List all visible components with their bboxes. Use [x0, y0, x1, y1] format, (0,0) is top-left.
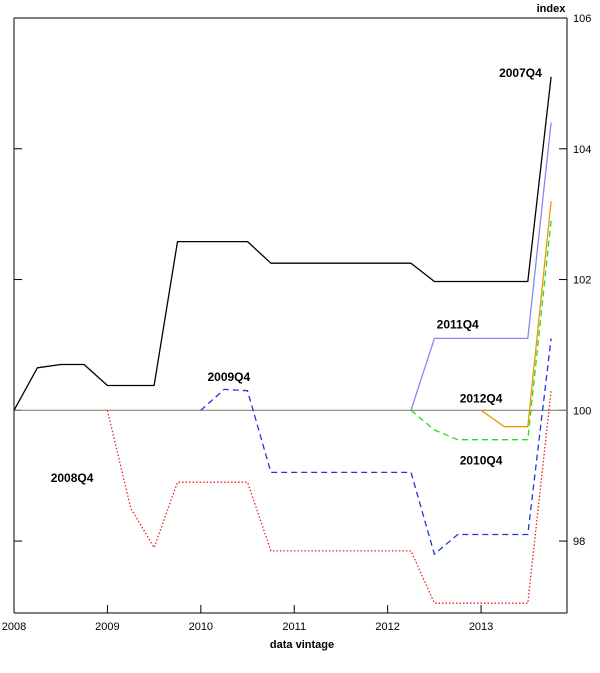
series-label-2008q4: 2008Q4: [51, 471, 94, 485]
x-tick-label: 2008: [2, 621, 26, 633]
y-tick-label: 100: [573, 405, 591, 417]
series-line-2011q4: [410, 122, 552, 411]
y-unit-label: index: [537, 3, 567, 15]
x-tick-label: 2013: [469, 621, 493, 633]
series-labels: 2007Q4 2011Q4 2009Q4 2012Q4 2010Q4 2008Q4: [51, 66, 542, 485]
plot-frame: [13, 17, 568, 614]
x-tick-label: 2012: [375, 621, 399, 633]
y-tick-label: 104: [573, 144, 591, 156]
x-tick-label: 2011: [282, 621, 306, 633]
y-tick-label: 106: [573, 13, 591, 25]
series-group: [13, 76, 552, 604]
y-axis-ticks: 98 100 102 104 106: [14, 13, 591, 548]
y-tick-label: 102: [573, 275, 591, 287]
series-line-2010q4: [410, 220, 552, 441]
x-tick-label: 2010: [189, 621, 213, 633]
series-label-2007q4: 2007Q4: [499, 66, 542, 80]
y-tick-label: 98: [573, 536, 585, 548]
x-axis-title: data vintage: [270, 639, 334, 651]
series-label-2009q4: 2009Q4: [207, 370, 250, 384]
x-tick-label: 2009: [95, 621, 119, 633]
series-label-2011q4: 2011Q4: [437, 318, 479, 332]
series-line-2007q4: [13, 76, 552, 411]
series-line-2009q4: [200, 338, 552, 555]
series-label-2012q4: 2012Q4: [460, 391, 503, 405]
series-label-2010q4: 2010Q4: [460, 454, 503, 468]
series-line-2012q4: [480, 201, 552, 428]
x-axis-ticks: 2008 2009 2010 2011 2012 2013: [2, 605, 493, 633]
series-line-2008q4: [106, 390, 552, 604]
